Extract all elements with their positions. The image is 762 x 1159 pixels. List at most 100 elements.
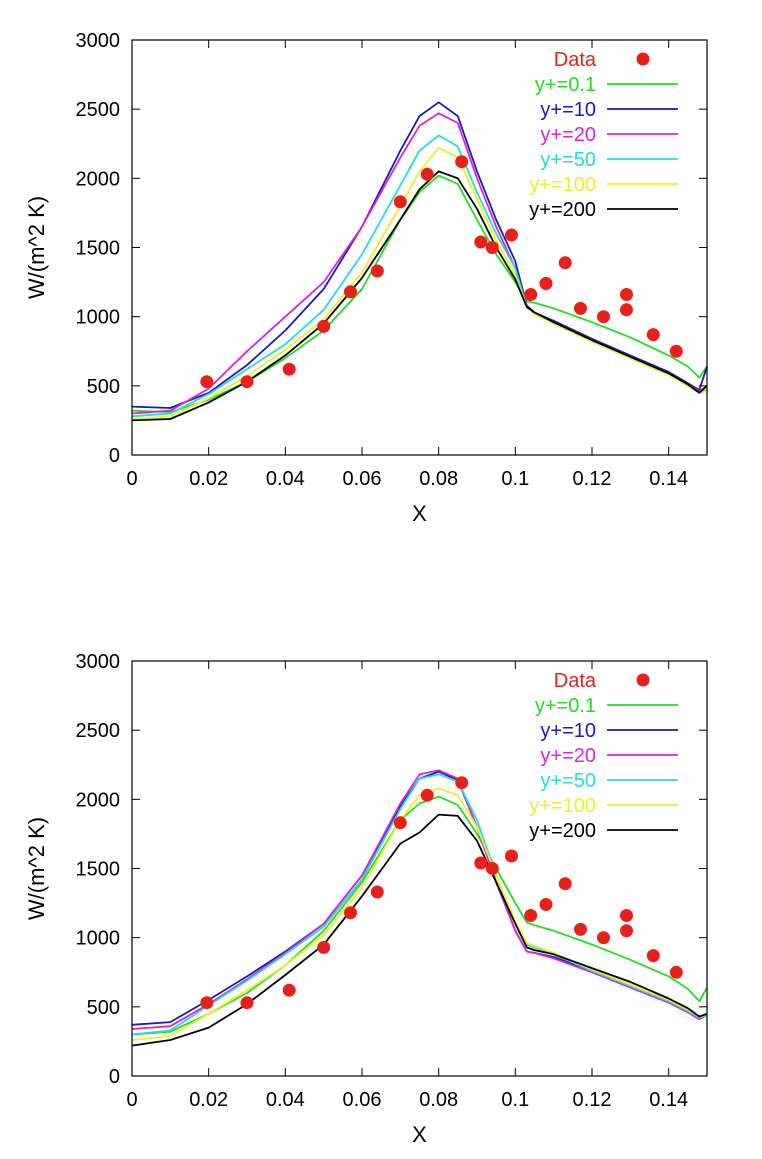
- y-tick-label: 3000: [76, 30, 121, 52]
- data-point: [455, 776, 469, 790]
- legend-marker: [636, 52, 650, 66]
- x-axis-label: X: [412, 1122, 427, 1147]
- y-tick-label: 3000: [76, 651, 121, 673]
- data-point: [597, 310, 610, 324]
- series-line-y+=100: [131, 147, 708, 420]
- x-tick-label: 0.02: [189, 468, 228, 490]
- x-tick-label: 0: [126, 1089, 137, 1111]
- x-tick-label: 0.1: [501, 468, 529, 490]
- legend: Data y+=0.1 y+=10 y+=20 y+=50 y+=100 y+=200: [529, 670, 678, 842]
- legend-label: y+=0.1: [535, 695, 596, 717]
- x-axis: 0 0.02 0.04 0.06 0.08 0.1 0.12 0.14: [126, 40, 688, 490]
- data-point: [317, 319, 331, 333]
- x-tick-label: 0.04: [266, 1089, 305, 1111]
- legend: Data y+=0.1 y+=10 y+=20 y+=50 y+=100 y+=200: [529, 49, 678, 221]
- data-point: [420, 788, 434, 802]
- y-axis: 0 500 1000 1500 2000 2500 3000: [76, 30, 707, 467]
- series-line-y+=200: [131, 813, 708, 1047]
- y-axis-label: W/(m^2 K): [24, 196, 49, 299]
- legend-label: y+=100: [529, 795, 596, 817]
- data-point: [558, 877, 572, 891]
- data-point: [317, 940, 331, 954]
- data-point: [474, 856, 488, 870]
- data-point: [620, 909, 633, 922]
- x-tick-label: 0.08: [419, 468, 458, 490]
- data-point: [574, 922, 587, 936]
- data-point: [485, 241, 499, 254]
- data-point: [539, 898, 553, 911]
- series-lines: [131, 101, 708, 422]
- y-tick-label: 1500: [76, 238, 121, 260]
- y-tick-label: 2000: [76, 789, 121, 811]
- x-tick-label: 0.06: [343, 468, 382, 490]
- series-line-y+=200: [131, 170, 708, 422]
- data-point: [393, 816, 407, 830]
- data-point: [620, 303, 633, 317]
- data-point: [574, 301, 587, 315]
- legend-label: y+=20: [540, 745, 596, 767]
- data-point: [200, 996, 214, 1010]
- data-points: [200, 155, 683, 389]
- y-tick-label: 1000: [76, 928, 121, 950]
- y-tick-label: 0: [109, 445, 120, 467]
- x-tick-label: 0: [126, 468, 137, 490]
- data-point: [282, 983, 296, 997]
- x-tick-label: 0.14: [649, 1089, 688, 1111]
- data-point: [240, 375, 254, 389]
- y-axis: 0 500 1000 1500 2000 2500 3000: [76, 651, 707, 1088]
- series-line-y+=0.1: [131, 174, 708, 413]
- x-axis-label: X: [412, 501, 427, 526]
- plot-frame: [131, 660, 708, 1077]
- heat-transfer-chart-bottom: 0 0.02 0.04 0.06 0.08 0.1 0.12 0.14 0 500 1000 1500…: [24, 651, 708, 1147]
- data-point: [646, 949, 660, 963]
- x-tick-label: 0.04: [266, 468, 305, 490]
- data-point: [344, 285, 357, 299]
- data-point: [474, 235, 488, 249]
- x-tick-label: 0.14: [649, 468, 688, 490]
- legend-label: y+=10: [540, 720, 596, 742]
- data-point: [344, 906, 357, 920]
- legend-label: y+=200: [529, 820, 596, 842]
- y-tick-label: 2500: [76, 720, 121, 742]
- y-tick-label: 0: [109, 1066, 120, 1088]
- legend-marker: [636, 673, 650, 687]
- x-tick-label: 0.12: [573, 468, 612, 490]
- legend-label: Data: [554, 670, 597, 692]
- data-point: [282, 362, 296, 376]
- data-point: [505, 849, 518, 863]
- y-tick-label: 500: [87, 376, 120, 398]
- heat-transfer-chart-top: 0 0.02 0.04 0.06 0.08 0.1 0.12 0.14 0 500 1000 1500…: [24, 30, 708, 526]
- legend-label: Data: [554, 49, 597, 71]
- legend-label: y+=50: [540, 149, 596, 171]
- data-point: [620, 924, 633, 938]
- data-point: [524, 288, 538, 301]
- data-point: [393, 195, 407, 209]
- data-point: [620, 288, 633, 301]
- series-line-y+=20: [131, 769, 708, 1030]
- data-point: [669, 965, 683, 979]
- y-tick-label: 2500: [76, 99, 121, 121]
- data-point: [200, 375, 214, 389]
- data-point: [539, 277, 553, 290]
- data-point: [455, 155, 469, 169]
- legend-label: y+=0.1: [535, 74, 596, 96]
- series-line-y+=100: [131, 787, 708, 1041]
- legend-label: y+=50: [540, 770, 596, 792]
- data-point: [524, 909, 538, 922]
- series-line-y+=10: [131, 101, 708, 409]
- x-tick-label: 0.06: [343, 1089, 382, 1111]
- x-tick-label: 0.12: [573, 1089, 612, 1111]
- data-point: [669, 344, 683, 358]
- data-point: [420, 167, 434, 181]
- y-tick-label: 2000: [76, 168, 121, 190]
- data-point: [597, 931, 610, 945]
- data-point: [370, 885, 384, 899]
- x-tick-label: 0.1: [501, 1089, 529, 1111]
- legend-label: y+=200: [529, 199, 596, 221]
- x-tick-label: 0.02: [189, 1089, 228, 1111]
- y-tick-label: 500: [87, 997, 120, 1019]
- data-points: [200, 776, 683, 1010]
- series-line-y+=50: [131, 134, 708, 418]
- x-axis: 0 0.02 0.04 0.06 0.08 0.1 0.12 0.14: [126, 661, 688, 1111]
- legend-label: y+=100: [529, 174, 596, 196]
